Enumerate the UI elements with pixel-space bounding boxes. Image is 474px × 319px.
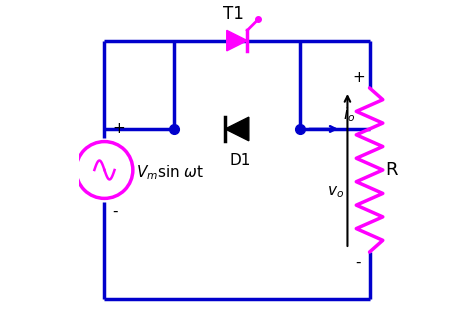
Text: $V_m$sin $\omega$t: $V_m$sin $\omega$t	[136, 164, 204, 182]
Text: -: -	[356, 255, 361, 270]
Text: R: R	[385, 161, 398, 179]
Polygon shape	[227, 30, 247, 51]
Text: +: +	[112, 122, 125, 137]
Text: $v_o$: $v_o$	[327, 184, 344, 200]
Text: $i_o$: $i_o$	[343, 105, 355, 124]
Text: T1: T1	[223, 5, 244, 23]
Text: +: +	[352, 70, 365, 85]
Polygon shape	[225, 117, 249, 141]
Text: D1: D1	[229, 152, 251, 167]
Text: -: -	[112, 204, 118, 219]
